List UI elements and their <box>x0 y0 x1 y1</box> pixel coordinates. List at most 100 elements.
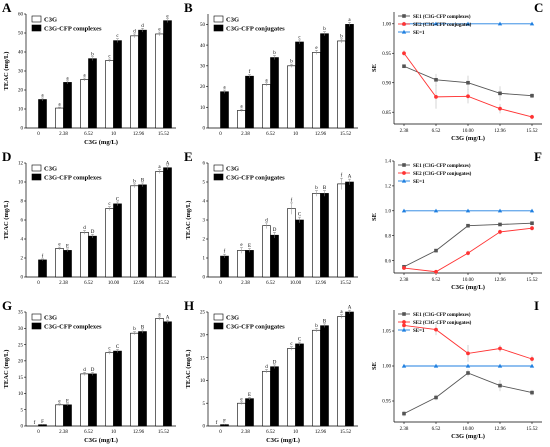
y-tick-label: 0 <box>21 127 24 132</box>
bar <box>270 57 279 129</box>
data-point <box>529 21 535 26</box>
data-point <box>498 222 502 227</box>
legend-swatch <box>213 173 224 181</box>
y-tick-label: 10 <box>18 392 24 397</box>
significance-label: c <box>116 34 119 39</box>
significance-label: A <box>166 161 170 166</box>
y-tick-label: 3 <box>203 219 206 224</box>
panel-e: E 0 1 2 3 4 5 6 TEAC (mg/L) 0 f 2.38 e E 6.52 d D 10.00 f… <box>182 149 364 298</box>
significance-label: f <box>224 250 226 255</box>
y-tick-label: 10 <box>200 379 206 384</box>
x-tick-label: 15.52 <box>340 132 352 137</box>
y-axis-title: TEAC (mg/L) <box>3 52 10 91</box>
significance-label: d <box>133 29 136 34</box>
data-point <box>466 94 470 99</box>
panel-c: C 0.85 0.90 0.95 1.00 SE C3G (mg/L) 2.38 6.52 10… <box>364 0 550 149</box>
x-tick-label: 0 <box>219 281 222 286</box>
y-tick-label: 0.6 <box>385 259 392 264</box>
y-tick-label: 12 <box>18 162 24 167</box>
data-point <box>434 77 438 82</box>
x-tick-label: 12.96 <box>494 427 506 432</box>
bar <box>312 193 321 278</box>
data-point <box>530 390 534 395</box>
x-tick-label: 12.96 <box>494 129 506 134</box>
x-tick-label: 15.52 <box>340 430 352 435</box>
y-tick-label: 20 <box>18 89 24 94</box>
data-point <box>434 395 438 400</box>
x-tick-label: 2.38 <box>59 132 68 137</box>
x-tick-label: 6.52 <box>84 132 93 137</box>
y-tick-label: 15 <box>200 356 206 361</box>
bar <box>262 84 271 129</box>
x-tick-label: 15.52 <box>158 132 170 137</box>
y-tick-label: 0.95 <box>382 52 391 57</box>
bar <box>138 331 147 427</box>
x-tick-label: 15.52 <box>340 281 352 286</box>
data-point <box>498 106 502 111</box>
x-tick-label: 0 <box>37 430 40 435</box>
bar <box>63 250 72 278</box>
significance-label: a <box>348 18 351 23</box>
legend-entry: SE2 (C3G-CFP conjugates) <box>413 23 472 28</box>
series-line <box>403 227 533 273</box>
bar <box>130 35 139 129</box>
data-point <box>433 21 439 26</box>
y-tick-label: 8 <box>21 200 24 205</box>
legend-swatch <box>213 164 224 172</box>
chart-b: 0 10 20 30 40 50 0 a 2.38 a f 6.52 a b 10 b c 12.96 e b 15.5… <box>200 14 358 137</box>
y-tick-label: 4 <box>203 200 206 205</box>
panel-h: H 0 5 10 15 20 25 TEAC (mg/L) C3G (mg/L) 0 f F 2.38… <box>182 298 364 447</box>
bar <box>287 208 296 278</box>
significance-label: C <box>298 338 302 343</box>
legend-entry: SE1 (C3G-CFP complexes) <box>413 15 471 20</box>
x-tick-label: 0 <box>219 132 222 137</box>
significance-label: D <box>91 368 95 373</box>
x-tick-label: 0 <box>219 430 222 435</box>
panel-c-letter: C <box>534 0 544 15</box>
panel-f: F 0.6 0.8 1.0 1.2 1.4 SE C3G (mg/L) 2.38 6.52 10.… <box>364 149 550 298</box>
significance-label: b <box>340 34 343 39</box>
bar <box>105 208 114 278</box>
bar <box>155 318 164 427</box>
data-point <box>434 248 438 253</box>
x-tick-label: 6.52 <box>266 281 275 286</box>
x-axis-title: C3G (mg/L) <box>266 437 300 444</box>
x-tick-label: 12.96 <box>494 278 506 283</box>
data-point <box>402 320 406 324</box>
significance-label: e <box>166 14 169 19</box>
legend-entry: SE1 (C3G-CFP complexes) <box>413 164 471 169</box>
bar <box>130 185 139 278</box>
x-axis-title: C3G (mg/L) <box>84 437 118 444</box>
data-point <box>498 230 502 234</box>
y-tick-label: 10 <box>200 106 206 111</box>
legend-entry: C3G-CFP complexes <box>44 324 102 331</box>
bar <box>80 232 89 278</box>
data-point <box>498 346 502 351</box>
bar <box>245 250 254 278</box>
bar <box>270 234 279 278</box>
bar <box>337 40 346 129</box>
y-tick-label: 30 <box>200 65 206 70</box>
x-axis-title: C3G (mg/L) <box>451 284 485 291</box>
x-tick-label: 2.38 <box>241 132 250 137</box>
bar <box>320 193 329 278</box>
significance-label: A <box>166 316 170 321</box>
x-tick-label: 10.00 <box>108 281 120 286</box>
chart-i: 0.95 1.00 1.05 SE C3G (mg/L) 2.38 6.52 10.00 12.… <box>371 310 542 440</box>
significance-label: c <box>298 35 301 40</box>
x-tick-label: 10.00 <box>462 278 474 283</box>
significance-label: d <box>265 218 268 223</box>
significance-label: a <box>158 165 161 170</box>
significance-label: d <box>83 368 86 373</box>
legend-entry: C3G <box>44 166 57 173</box>
bar <box>262 225 271 278</box>
x-tick-label: 6.52 <box>432 427 441 432</box>
data-point <box>497 363 503 368</box>
legend-entry: SE=1 <box>413 31 425 36</box>
legend-swatch <box>213 322 224 330</box>
data-point <box>530 115 534 119</box>
significance-label: b <box>133 327 136 332</box>
bar <box>38 259 47 278</box>
significance-label: c <box>108 347 111 352</box>
significance-label: f <box>341 174 343 179</box>
